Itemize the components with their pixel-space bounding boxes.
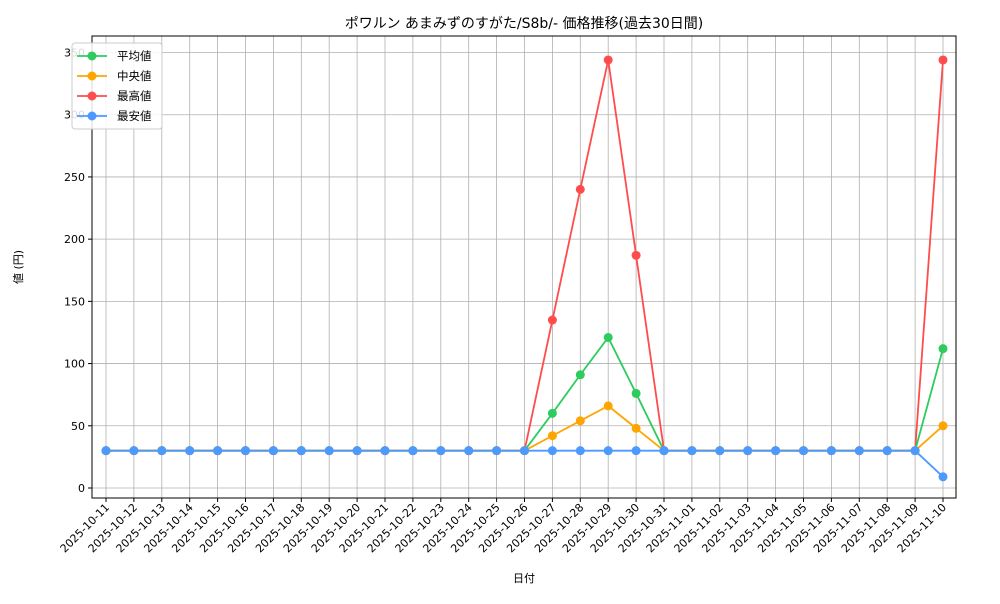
series-3 [101, 446, 948, 482]
data-point-marker [268, 446, 278, 456]
legend-marker-icon [87, 51, 97, 61]
data-point-marker [296, 446, 306, 456]
x-axis-label: 日付 [513, 572, 535, 585]
data-point-marker [380, 446, 390, 456]
legend-marker-icon [87, 91, 97, 101]
data-point-marker [631, 446, 641, 456]
legend-label: 平均値 [117, 49, 152, 63]
y-tick-label: 200 [64, 233, 85, 246]
data-point-marker [101, 446, 111, 456]
data-point-marker [464, 446, 474, 456]
legend-label: 最高値 [117, 89, 152, 103]
legend-label: 最安値 [117, 109, 152, 123]
data-series [101, 55, 948, 482]
data-point-marker [603, 332, 613, 342]
legend-box [71, 42, 163, 130]
legend-marker-icon [87, 71, 97, 81]
data-point-marker [910, 446, 920, 456]
data-point-marker [575, 184, 585, 194]
data-point-marker [547, 408, 557, 418]
data-point-marker [157, 446, 167, 456]
data-point-marker [631, 250, 641, 260]
y-tick-label: 0 [78, 482, 85, 495]
data-point-marker [547, 431, 557, 441]
data-point-marker [575, 446, 585, 456]
data-point-marker [603, 55, 613, 65]
data-point-marker [799, 446, 808, 456]
data-point-marker [575, 370, 585, 380]
data-point-marker [324, 446, 334, 456]
data-point-marker [631, 388, 641, 398]
y-tick-label: 250 [64, 171, 85, 184]
data-point-marker [826, 446, 836, 456]
data-point-marker [547, 446, 557, 456]
legend-marker-icon [87, 111, 97, 121]
data-point-marker [603, 401, 613, 411]
data-point-marker [520, 446, 529, 456]
data-point-marker [185, 446, 195, 456]
data-point-marker [938, 421, 948, 431]
data-point-marker [408, 446, 418, 456]
data-point-marker [436, 446, 446, 456]
data-point-marker [743, 446, 753, 456]
y-tick-label: 50 [71, 420, 85, 433]
y-tick-label: 150 [64, 295, 85, 308]
y-axis-label: 値 (円) [12, 250, 25, 284]
data-point-marker [492, 446, 502, 456]
data-point-marker [603, 446, 613, 456]
data-point-marker [882, 446, 892, 456]
data-point-marker [854, 446, 864, 456]
y-tick-label: 100 [64, 358, 85, 371]
data-point-marker [659, 446, 669, 456]
data-point-marker [631, 423, 641, 433]
chart-title: ポワルン あまみずのすがた/S8b/- 価格推移(過去30日間) [345, 16, 704, 32]
data-point-marker [129, 446, 139, 456]
data-point-marker [715, 446, 725, 456]
data-point-marker [938, 344, 948, 354]
data-point-marker [213, 446, 223, 456]
data-point-marker [575, 416, 585, 426]
data-point-marker [771, 446, 781, 456]
data-point-marker [938, 55, 948, 65]
data-point-marker [687, 446, 697, 456]
data-point-marker [352, 446, 362, 456]
legend-label: 中央値 [117, 69, 152, 83]
data-point-marker [938, 472, 948, 482]
data-point-marker [241, 446, 250, 456]
data-point-marker [547, 315, 557, 325]
